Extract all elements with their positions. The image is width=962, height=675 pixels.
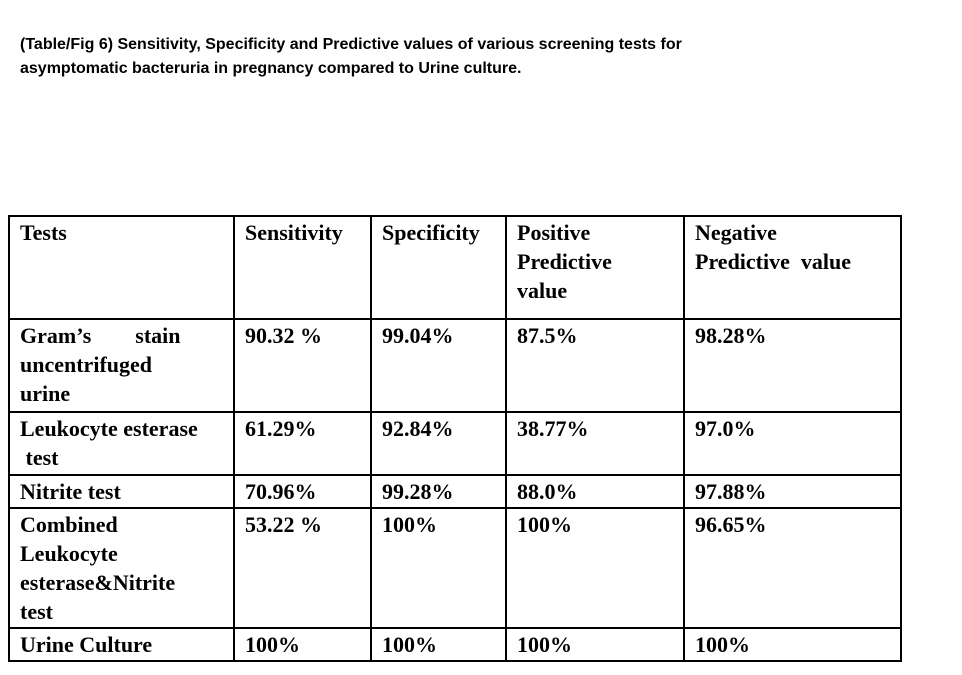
value-cell: 100% bbox=[683, 627, 902, 662]
column-header-2: Specificity bbox=[370, 215, 507, 320]
value-cell: 90.32 % bbox=[233, 318, 372, 413]
value-cell: 88.0% bbox=[505, 474, 685, 509]
value-cell: 100% bbox=[370, 507, 507, 629]
value-cell: 70.96% bbox=[233, 474, 372, 509]
column-header-4: Negative Predictive value bbox=[683, 215, 902, 320]
value-cell: 61.29% bbox=[233, 411, 372, 476]
test-name-cell: Gram’s stain uncentrifuged urine bbox=[8, 318, 235, 413]
test-name-cell: Leukocyte esterase test bbox=[8, 411, 235, 476]
test-name-cell: Nitrite test bbox=[8, 474, 235, 509]
value-cell: 97.0% bbox=[683, 411, 902, 476]
table-header: Tests Sensitivity Specificity Positive Pred… bbox=[8, 215, 902, 320]
value-cell: 100% bbox=[233, 627, 372, 662]
results-table: Tests Sensitivity Specificity Positive Pred… bbox=[8, 215, 902, 662]
value-cell: 100% bbox=[505, 627, 685, 662]
table-row: Urine Culture 100% 100% 100% 100% bbox=[8, 627, 902, 662]
column-header-0: Tests bbox=[8, 215, 235, 320]
table-row: Nitrite test 70.96% 99.28% 88.0% 97.88% bbox=[8, 474, 902, 509]
table-row: Gram’s stain uncentrifuged urine 90.32 % 9… bbox=[8, 318, 902, 413]
figure-caption: (Table/Fig 6) Sensitivity, Specificity a… bbox=[20, 36, 682, 77]
value-cell: 100% bbox=[505, 507, 685, 629]
column-header-3: Positive Predictive value bbox=[505, 215, 685, 320]
value-cell: 97.88% bbox=[683, 474, 902, 509]
value-cell: 98.28% bbox=[683, 318, 902, 413]
value-cell: 53.22 % bbox=[233, 507, 372, 629]
value-cell: 100% bbox=[370, 627, 507, 662]
table-body: Gram’s stain uncentrifuged urine 90.32 % 9… bbox=[8, 318, 902, 662]
table-row: Leukocyte esterase test 61.29% 92.84% 38.77… bbox=[8, 411, 902, 476]
test-name-cell: Combined Leukocyte esterase&Nitrite test bbox=[8, 507, 235, 629]
column-header-1: Sensitivity bbox=[233, 215, 372, 320]
value-cell: 92.84% bbox=[370, 411, 507, 476]
value-cell: 87.5% bbox=[505, 318, 685, 413]
value-cell: 96.65% bbox=[683, 507, 902, 629]
value-cell: 38.77% bbox=[505, 411, 685, 476]
test-name-cell: Urine Culture bbox=[8, 627, 235, 662]
table-row: Combined Leukocyte esterase&Nitrite test… bbox=[8, 507, 902, 629]
value-cell: 99.04% bbox=[370, 318, 507, 413]
table-header-row: Tests Sensitivity Specificity Positive Pred… bbox=[8, 215, 902, 320]
value-cell: 99.28% bbox=[370, 474, 507, 509]
